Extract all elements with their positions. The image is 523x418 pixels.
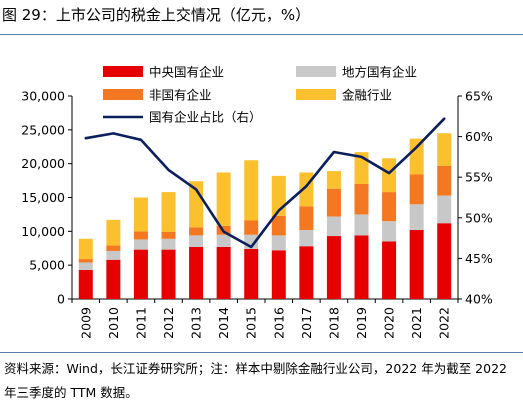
x-axis-tick-label: 2019 [354, 307, 369, 339]
legend-swatch-4 [296, 89, 336, 100]
bar-segment-series-4 [409, 138, 424, 175]
x-axis-tick-label: 2016 [271, 307, 286, 339]
bar-segment-series-2 [106, 250, 121, 260]
legend-label-3: 非国有企业 [149, 88, 212, 103]
x-axis-tick-label: 2017 [299, 307, 314, 339]
bar-segment-series-3 [106, 245, 121, 251]
bar-segment-series-4 [382, 158, 397, 193]
bar-segment-series-4 [244, 160, 259, 221]
bar-segment-series-4 [78, 238, 93, 260]
bar-segment-series-1 [161, 249, 176, 299]
legend-label-2: 地方国有企业 [342, 65, 417, 80]
bar-segment-series-3 [189, 227, 204, 236]
bar-segment-series-1 [189, 246, 204, 299]
bar-segment-series-1 [382, 241, 397, 299]
left-axis-tick-label: 5,000 [29, 258, 65, 273]
bar-segment-series-1 [78, 269, 93, 299]
bar-segment-series-1 [133, 249, 148, 299]
bar-segment-series-1 [299, 246, 314, 299]
bar-segment-series-4 [133, 197, 148, 232]
bar-segment-series-2 [133, 239, 148, 250]
right-axis-tick-label: 40% [465, 292, 493, 307]
bar-segment-series-3 [244, 220, 259, 235]
bar-segment-series-2 [161, 238, 176, 250]
bar-segment-series-1 [437, 223, 452, 299]
bar-segment-series-2 [354, 214, 369, 236]
bar-segment-series-3 [271, 215, 286, 236]
legend-label-line: 国有企业占比（右） [149, 110, 262, 125]
bar-segment-series-2 [326, 216, 341, 237]
x-axis-tick-label: 2022 [437, 307, 452, 339]
x-axis-tick-label: 2010 [106, 307, 121, 339]
left-axis-tick-label: 30,000 [21, 89, 65, 104]
right-axis-tick-label: 45% [465, 251, 493, 266]
bar-segment-series-3 [326, 188, 341, 217]
figure-title: 图 29：上市公司的税金上交情况（亿元，%） [2, 6, 311, 24]
bar-segment-series-2 [409, 204, 424, 230]
bar-segment-series-1 [216, 246, 231, 299]
legend-label-4: 金融行业 [342, 88, 392, 103]
bar-segment-series-2 [437, 195, 452, 224]
bar-segment-series-4 [161, 192, 176, 233]
x-axis-tick-label: 2013 [189, 307, 204, 339]
bar-segment-series-3 [78, 259, 93, 263]
left-axis-tick-label: 0 [57, 292, 65, 307]
legend-swatch-1 [103, 66, 143, 77]
state-owned-share-line [84, 117, 446, 249]
right-axis-tick-label: 50% [465, 210, 493, 225]
left-axis-tick-label: 10,000 [21, 224, 65, 239]
left-axis-tick-label: 25,000 [21, 122, 65, 137]
x-axis-tick-label: 2011 [133, 307, 148, 339]
bar-segment-series-2 [189, 235, 204, 247]
bar-segment-series-1 [326, 236, 341, 299]
x-axis-tick-label: 2014 [216, 307, 231, 339]
legend-label-1: 中央国有企业 [149, 65, 224, 80]
bar-segment-series-1 [106, 259, 121, 299]
bar-segment-series-2 [271, 235, 286, 251]
bar-segment-series-2 [216, 234, 231, 247]
bar-segment-series-3 [354, 183, 369, 215]
right-axis-tick-label: 65% [465, 89, 493, 104]
bar-segment-series-4 [437, 133, 452, 166]
bar-segment-series-3 [382, 192, 397, 222]
left-axis-tick-label: 20,000 [21, 156, 65, 171]
bar-segment-series-3 [437, 165, 452, 196]
bar-segment-series-3 [133, 231, 148, 240]
title-divider [0, 34, 523, 35]
bar-segment-series-2 [78, 262, 93, 270]
legend-swatch-3 [103, 89, 143, 100]
x-axis-tick-label: 2015 [244, 307, 259, 339]
bar-segment-series-2 [382, 221, 397, 242]
x-axis-tick-label: 2012 [161, 307, 176, 339]
right-axis-tick-label: 60% [465, 129, 493, 144]
bar-segment-series-3 [409, 174, 424, 205]
bar-segment-series-2 [299, 229, 314, 247]
bar-segment-series-4 [216, 172, 231, 226]
source-divider [0, 352, 523, 353]
legend-swatch-2 [296, 66, 336, 77]
tax-chart: 0 5,000 10,000 15,000 20,000 25,000 30,000 40% 4… [21, 65, 493, 339]
bar-segment-series-4 [106, 219, 121, 246]
bar-segment-series-3 [161, 232, 176, 239]
x-axis-tick-label: 2018 [326, 307, 341, 339]
source-note: 资料来源：Wind，长江证券研究所；注：样本中剔除金融行业公司，2022 年为截… [4, 361, 507, 400]
bar-segment-series-1 [244, 248, 259, 299]
right-axis-tick-label: 55% [465, 170, 493, 185]
x-axis-tick-label: 2009 [78, 307, 93, 339]
bar-segment-series-4 [326, 171, 341, 189]
left-axis-tick-label: 15,000 [21, 190, 65, 205]
bar-segment-series-1 [409, 229, 424, 299]
x-axis-tick-label: 2020 [382, 307, 397, 339]
bar-segment-series-1 [271, 250, 286, 299]
x-axis-tick-label: 2021 [409, 307, 424, 339]
bar-segment-series-1 [354, 235, 369, 299]
bar-segment-series-3 [299, 206, 314, 230]
